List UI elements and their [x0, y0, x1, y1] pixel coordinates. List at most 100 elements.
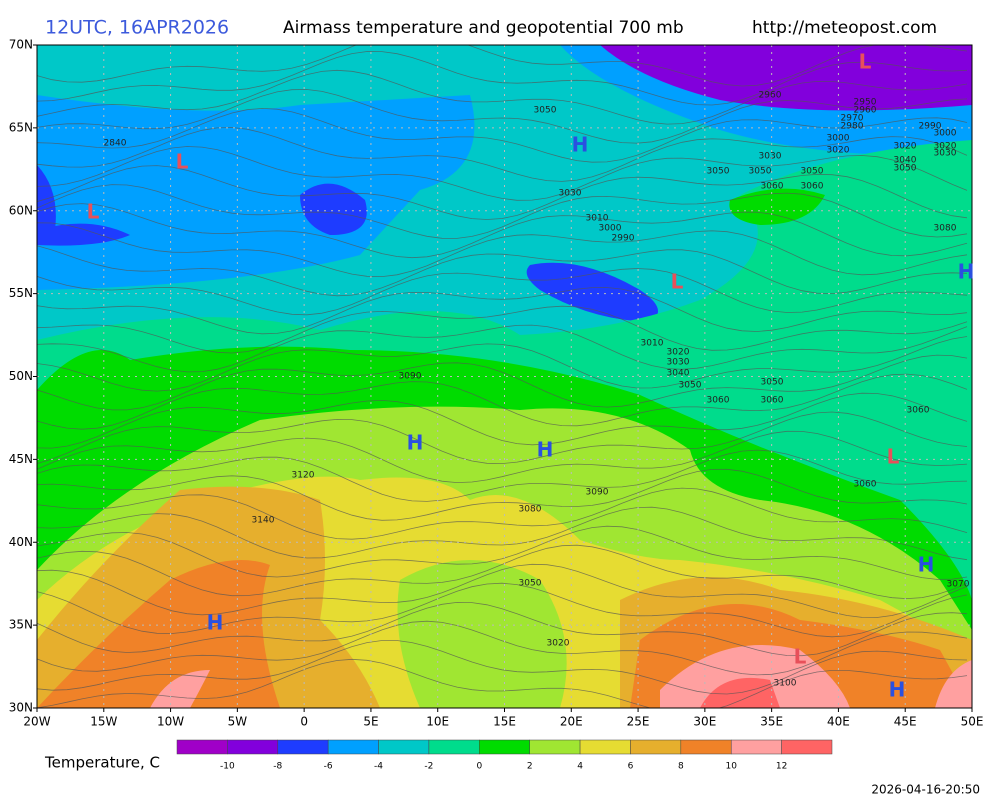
colorbar-swatch — [730, 739, 782, 755]
contour-label: 3050 — [894, 164, 917, 174]
contour-line — [37, 268, 968, 316]
contour-line — [37, 468, 968, 521]
contour-line — [37, 69, 968, 125]
contour-label: 3140 — [252, 516, 275, 526]
colorbar-tick-label: 2 — [527, 762, 533, 772]
colorbar-label: Temperature, C — [44, 754, 160, 772]
contour-line — [37, 640, 968, 695]
contour-label: 3030 — [559, 189, 582, 199]
field — [729, 188, 825, 225]
contour-label: 3060 — [761, 396, 784, 406]
colorbar-swatch — [176, 739, 228, 755]
contour-label: 3020 — [934, 142, 957, 152]
lat-label: 55N — [9, 286, 33, 300]
colorbar-swatch — [227, 739, 279, 755]
contour-label: 3050 — [534, 106, 557, 116]
contour-label: 3050 — [749, 167, 772, 177]
lon-label: 25E — [627, 715, 650, 729]
colorbar-tick-label: 12 — [776, 762, 787, 772]
contour-label: 3040 — [894, 156, 917, 166]
colorbar-tick-label: -2 — [424, 762, 433, 772]
colorbar-tick-label: 4 — [577, 762, 583, 772]
contour-label: 3090 — [586, 488, 609, 498]
lon-label: 5W — [228, 715, 248, 729]
contour-line — [37, 658, 968, 708]
header-url: http://meteopost.com — [752, 18, 937, 38]
contour-label: 2990 — [612, 234, 635, 244]
contour-label: 3060 — [907, 406, 930, 416]
pressure-center: H — [889, 678, 906, 702]
colorbar-swatch — [277, 739, 329, 755]
field — [600, 45, 972, 111]
colorbar-tick-label: -8 — [273, 762, 282, 772]
contour-label: 3000 — [599, 224, 622, 234]
colorbar-tick-label: 10 — [726, 762, 738, 772]
contour-line — [37, 51, 968, 106]
pressure-center: H — [572, 133, 589, 157]
contour-line — [37, 222, 968, 278]
pressure-center: L — [671, 270, 684, 294]
contour-label: 3040 — [667, 369, 690, 379]
contour-label: 3030 — [759, 152, 782, 162]
contour-label: 2840 — [104, 139, 127, 149]
contour-label: 3060 — [801, 182, 824, 192]
contour-line — [37, 506, 968, 561]
contour-line — [37, 287, 968, 335]
contour-label: 3050 — [761, 378, 784, 388]
pressure-center: L — [887, 445, 900, 469]
contour-line — [37, 449, 968, 502]
colorbar-tick-label: -10 — [220, 762, 235, 772]
contour-line — [37, 89, 968, 144]
colorbar-swatch — [428, 739, 480, 755]
lon-label: 15E — [493, 715, 516, 729]
header-title: Airmass temperature and geopotential 700… — [283, 18, 684, 38]
pressure-center: L — [87, 200, 100, 224]
lat-label: 50N — [9, 369, 33, 383]
contour-label: 3100 — [774, 679, 797, 689]
pressure-center: H — [207, 611, 224, 635]
contour-label: 3060 — [707, 396, 730, 406]
contour-line — [37, 245, 968, 297]
contour-label: 3090 — [399, 372, 422, 382]
contour-line — [37, 146, 968, 201]
pressure-center: H — [918, 553, 935, 577]
contour-line — [37, 582, 968, 638]
contour-line — [37, 305, 968, 354]
contour-label: 3050 — [801, 167, 824, 177]
contour-label: 3030 — [934, 149, 957, 159]
header-time: 12UTC, 16APR2026 — [45, 17, 229, 39]
colorbar-tick-label: -4 — [374, 762, 383, 772]
lon-label: 10E — [426, 715, 449, 729]
lon-label: 0 — [300, 715, 308, 729]
lat-label: 70N — [9, 38, 33, 52]
contour-line — [37, 601, 968, 657]
contour-label: 3080 — [934, 224, 957, 234]
contour-line — [37, 184, 968, 239]
contour-line — [37, 392, 968, 449]
lon-label: 5E — [363, 715, 378, 729]
lon-label: 40E — [827, 715, 850, 729]
lon-label: 35E — [760, 715, 783, 729]
field — [37, 165, 658, 322]
contour-label: 3020 — [667, 348, 690, 358]
colorbar-tick-label: 8 — [678, 762, 684, 772]
contour-line — [37, 165, 968, 220]
pressure-center: L — [794, 645, 807, 669]
contour-line — [37, 324, 968, 373]
pressure-center: L — [176, 150, 189, 174]
contour-label: 2990 — [919, 122, 942, 132]
contour-line — [37, 430, 968, 484]
contour-label: 3000 — [934, 129, 957, 139]
contour-label: 3010 — [586, 214, 609, 224]
contour-label: 3050 — [707, 167, 730, 177]
lat-label: 65N — [9, 120, 33, 134]
lat-label: 30N — [9, 701, 33, 715]
colorbar-swatch — [630, 739, 682, 755]
contour-line — [37, 525, 968, 580]
contour-label: 3080 — [519, 505, 542, 515]
contour-label: 3020 — [894, 142, 917, 152]
contour-line — [37, 203, 968, 259]
contour-line — [37, 45, 968, 87]
colorbar-swatch — [680, 739, 732, 755]
